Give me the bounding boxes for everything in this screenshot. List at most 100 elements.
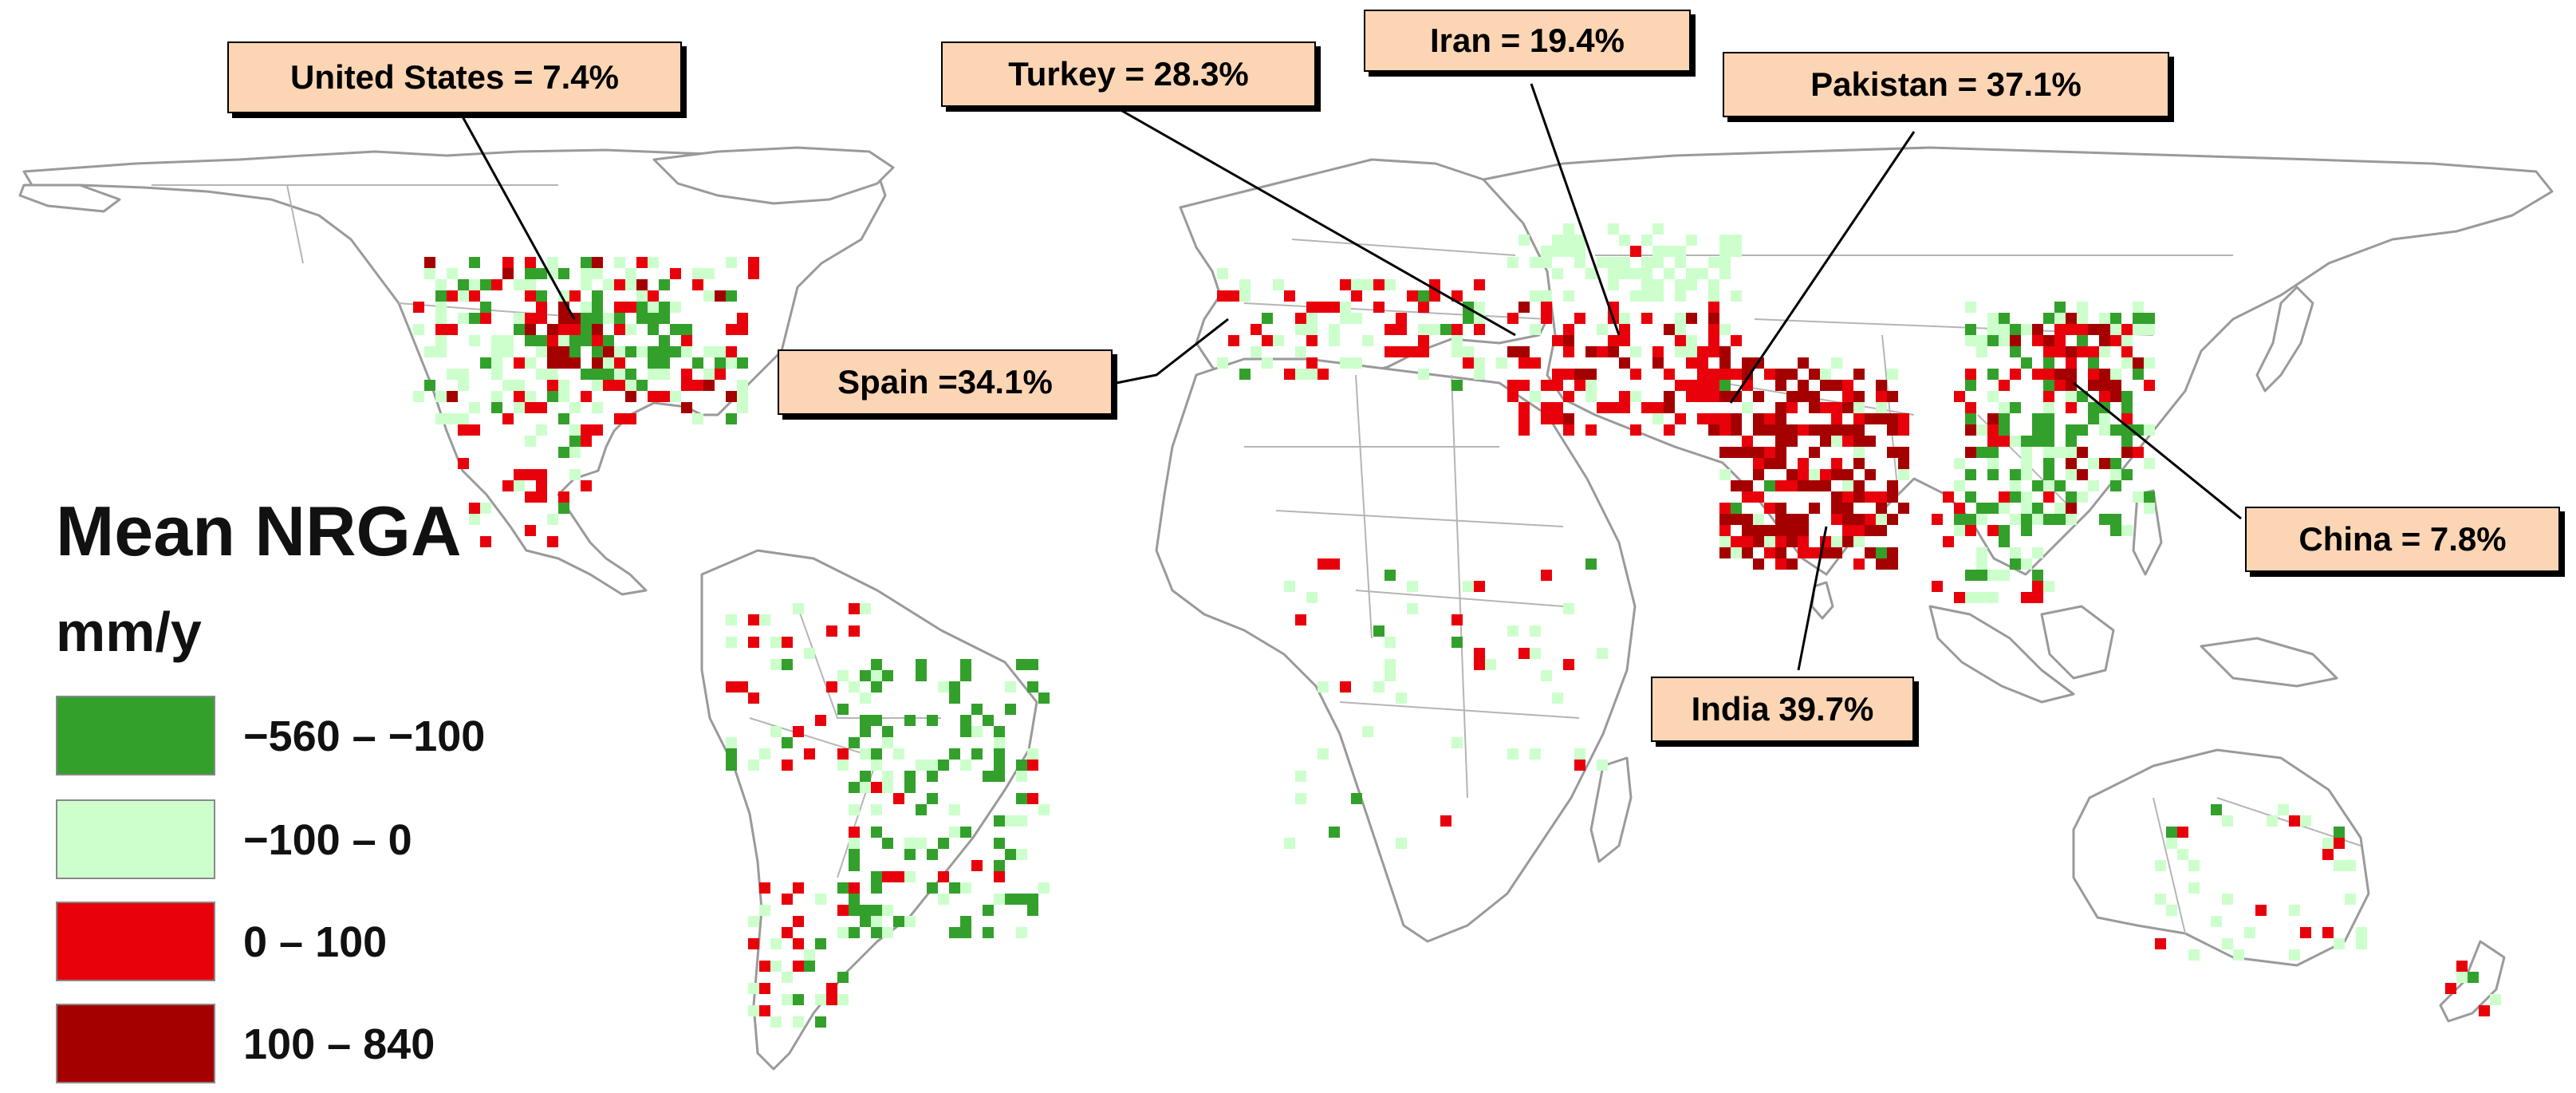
nrga-cell [1853,536,1865,547]
nrga-cell [1987,469,1999,480]
nrga-cell [1987,413,1999,424]
nrga-cell [1719,357,1731,369]
nrga-cell [1284,369,1295,380]
nrga-cell [2099,514,2110,525]
nrga-cell [1943,491,1954,503]
nrga-cell [1541,413,1552,424]
asia-landmass [1482,146,2554,576]
nrga-cell [1306,302,1318,313]
nrga-cell [648,369,659,380]
callout-united-states: United States = 7.4% [227,41,682,113]
nrga-cell [759,1005,770,1016]
nrga-cell [2066,469,2077,480]
nrga-cell [603,313,614,324]
nrga-cell [1753,536,1764,547]
nrga-cell [1418,346,1429,357]
legend-label-1: −560 – −100 [243,712,486,760]
nrga-cell [1463,346,1474,357]
nrga-cell [1798,458,1809,469]
nrga-cell [435,413,447,424]
nrga-cell [770,659,782,670]
nrga-cell [1574,257,1585,268]
nrga-cell [1329,827,1340,838]
nrga-cell [1552,268,1563,279]
nrga-cell [1027,894,1038,905]
nrga-cell [502,268,514,279]
nrga-cell [2021,514,2032,525]
nrga-cell [1831,413,1842,424]
nrga-cell [614,357,625,369]
nrga-cell [904,916,916,927]
nrga-cell [703,369,715,380]
nrga-cell [2445,983,2456,994]
nrga-cell [1396,838,1407,849]
nrga-cell [793,1016,804,1028]
nrga-cell [1563,659,1574,670]
nrga-cell [1764,525,1775,536]
nrga-cell [648,346,659,357]
nrga-cell [1965,570,1976,581]
nrga-cell [1786,536,1798,547]
nrga-cell [435,279,447,290]
nrga-cell [569,402,581,413]
nrga-cell [1853,424,1865,436]
nrga-cell [2177,827,2188,838]
nrga-cell [715,346,726,357]
nrga-cell [2077,491,2088,503]
nrga-cell [1608,402,1619,413]
nrga-cell [625,391,636,402]
nrga-cell [1820,436,1831,447]
nrga-cell [1764,547,1775,558]
nrga-cell [1708,380,1719,391]
nrga-cell [636,346,648,357]
nrga-cell [2032,424,2043,436]
nrga-cell [1518,402,1530,413]
nrga-cell [592,290,603,302]
nrga-cell [435,346,447,357]
nrga-cell [1976,346,1987,357]
nrga-cell [636,313,648,324]
nrga-cell [2099,391,2110,402]
nrga-cell [983,771,994,782]
nrga-cell [904,715,916,726]
nrga-cell [748,692,759,704]
nrga-cell [514,324,525,335]
nrga-cell [435,391,447,402]
nrga-cell [960,760,971,771]
nrga-cell [1999,525,2010,536]
nrga-cell [938,871,949,882]
nrga-cell [949,804,960,815]
nrga-cell [849,860,860,871]
nrga-cell [860,748,871,760]
nrga-cell [458,313,469,324]
nrga-cell [692,413,703,424]
nrga-cell [536,302,547,313]
legend-title: Mean NRGA [56,491,462,570]
nrga-cell [1675,246,1686,257]
nrga-cell [1876,558,1887,570]
nrga-cell [994,760,1005,771]
nrga-cell [1228,335,1239,346]
nrga-cell [938,894,949,905]
nrga-cell [1630,346,1641,357]
nrga-cell [1775,402,1786,413]
nrga-cell [2289,815,2300,827]
nrga-cell [648,257,659,268]
nrga-cell [569,447,581,458]
nrga-cell [849,625,860,637]
nrga-cell [1865,491,1876,503]
nrga-cell [435,335,447,346]
nrga-cell [458,424,469,436]
nrga-cell [1608,268,1619,279]
nrga-cell [2121,447,2133,458]
nrga-cell [569,346,581,357]
nrga-cell [1809,547,1820,558]
nrga-cell [592,424,603,436]
nrga-cell [1708,369,1719,380]
legend-label-3: 0 – 100 [243,918,388,966]
nrga-cell [592,313,603,324]
nrga-cell [1820,369,1831,380]
nrga-cell [1742,369,1753,380]
nrga-cell [2043,335,2054,346]
nrga-cell [1396,313,1407,324]
